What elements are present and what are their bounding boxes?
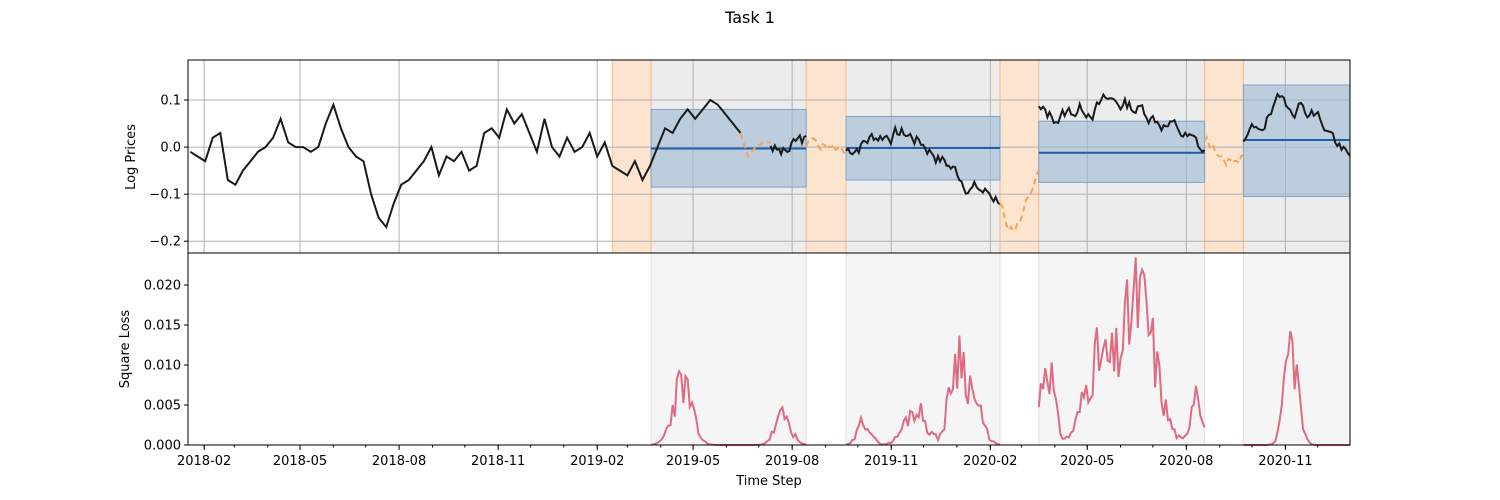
observed-price-line (1037, 92, 1206, 154)
y-tick-label: −0.2 (149, 235, 181, 250)
bottom-axes-frame (187, 252, 1351, 446)
eval-region (1038, 252, 1206, 446)
x-axis-label: Time Step (735, 474, 802, 489)
context-band (1204, 59, 1244, 254)
top-y-axis-label: Log Prices (124, 124, 139, 190)
context-dashed-line (805, 137, 847, 156)
context-dashed-line (999, 169, 1040, 233)
x-tick-label: 2020-05 (1060, 454, 1114, 469)
x-tick-label: 2018-08 (372, 454, 426, 469)
price-series (189, 91, 1351, 233)
x-tick-label: 2019-02 (570, 454, 624, 469)
x-tick-label: 2020-11 (1258, 454, 1312, 469)
x-tick-label: 2019-11 (864, 454, 918, 469)
x-tick-label: 2020-02 (963, 454, 1017, 469)
top-y-ticks: −0.2 −0.1 0.0 0.1 (149, 94, 188, 250)
x-tick-label: 2019-08 (765, 454, 819, 469)
square-loss-line (845, 335, 1001, 446)
bottom-y-ticks: 0.000 0.005 0.010 0.015 0.020 (144, 279, 188, 454)
bottom-shaded-regions (650, 252, 1351, 446)
square-loss-line (1037, 257, 1206, 441)
context-band (611, 59, 652, 254)
y-tick-label: 0.015 (144, 319, 181, 334)
context-dashed-line (1203, 134, 1244, 168)
square-loss-panel: 0.000 0.005 0.010 0.015 0.020 2018-02 2018-05… (118, 252, 1351, 489)
x-tick-label: 2018-02 (177, 454, 231, 469)
eval-region (1242, 252, 1351, 446)
log-prices-panel: −0.2 −0.1 0.0 0.1 Log Prices (124, 59, 1351, 254)
y-tick-label: 0.0 (160, 141, 181, 156)
x-tick-label: 2019-05 (666, 454, 720, 469)
x-ticks: 2018-02 2018-05 2018-08 2018-11 2019-02 2019-… (177, 445, 1319, 469)
observed-price-line (845, 124, 1001, 206)
context-band (805, 59, 847, 254)
x-tick-label: 2018-05 (273, 454, 327, 469)
forecast-interval-bands (650, 84, 1351, 198)
y-tick-label: 0.005 (144, 399, 181, 414)
figure-title: Task 1 (724, 8, 775, 27)
observed-price-line (769, 133, 807, 158)
y-tick-label: 0.010 (144, 359, 181, 374)
y-tick-label: −0.1 (149, 188, 181, 203)
y-tick-label: 0.1 (160, 94, 181, 109)
y-tick-label: 0.000 (144, 439, 181, 454)
x-tick-label: 2018-11 (471, 454, 525, 469)
x-tick-label: 2020-08 (1159, 454, 1213, 469)
y-tick-label: 0.020 (144, 279, 181, 294)
observed-price-line (1242, 91, 1351, 157)
observed-price-line (189, 98, 742, 230)
bottom-y-axis-label: Square Loss (118, 310, 133, 389)
